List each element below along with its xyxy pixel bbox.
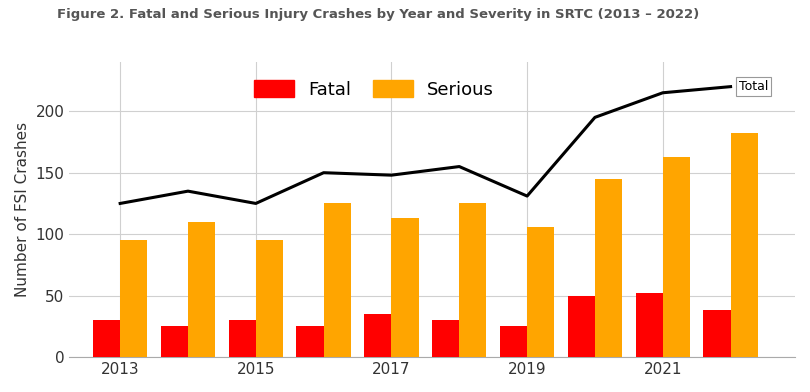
Bar	[228, 320, 256, 357]
Bar	[364, 314, 391, 357]
Bar	[527, 227, 554, 357]
Bar	[188, 222, 215, 357]
Bar	[161, 327, 188, 357]
Y-axis label: Number of FSI Crashes: Number of FSI Crashes	[15, 122, 30, 297]
Bar	[324, 203, 351, 357]
Bar	[703, 310, 731, 357]
Bar	[256, 240, 283, 357]
Bar	[500, 327, 527, 357]
Bar	[120, 240, 147, 357]
Bar	[731, 133, 757, 357]
Bar	[636, 293, 663, 357]
Text: Total: Total	[739, 80, 768, 93]
Bar	[663, 157, 690, 357]
Bar	[595, 179, 622, 357]
Bar	[296, 327, 324, 357]
Bar	[433, 320, 459, 357]
Text: Figure 2. Fatal and Serious Injury Crashes by Year and Severity in SRTC (2013 – : Figure 2. Fatal and Serious Injury Crash…	[57, 8, 699, 21]
Bar	[93, 320, 120, 357]
Bar	[568, 296, 595, 357]
Bar	[459, 203, 486, 357]
Legend: Fatal, Serious: Fatal, Serious	[245, 71, 503, 108]
Bar	[391, 218, 419, 357]
